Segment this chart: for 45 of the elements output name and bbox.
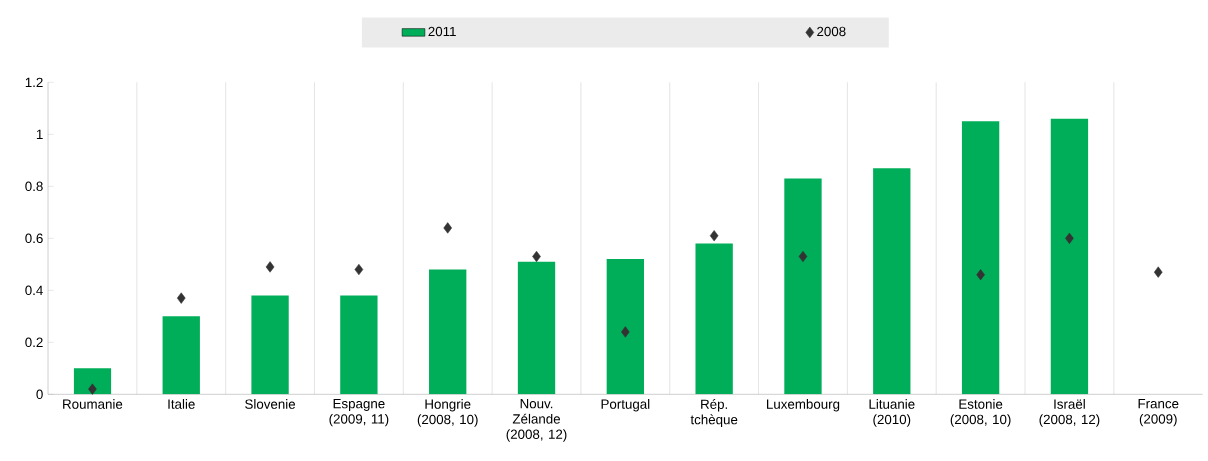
bar [1050,118,1089,395]
y-tick-label: 1 [36,129,43,139]
x-tick-label: Espagne (2009, 11) [329,399,389,427]
bar [73,368,112,395]
point [88,383,97,395]
point [1065,232,1074,244]
x-tick-label: Luxembourg [767,399,840,412]
point [265,261,275,273]
bar [162,316,200,395]
bar [517,261,556,395]
y-tick-label: 0.6 [25,233,43,244]
x-tick-label: France (2009) [1138,399,1179,427]
x-tick-label: Israël (2008, 12) [1039,399,1100,427]
point [709,230,719,242]
x-tick-label: Hongrie (2008, 10) [417,399,478,427]
x-tick-label: Lituanie (2010) [869,399,915,427]
bar [606,259,644,395]
bar [695,243,733,395]
point [354,263,364,276]
x-tick-label: Slovenie [245,399,296,409]
bar [784,178,822,395]
bar [961,121,1000,395]
bar [429,269,467,395]
legend-label: 2008 [817,26,846,37]
point [1153,266,1163,278]
y-tick-label: 1.2 [25,77,43,87]
bar [340,295,378,395]
y-tick-label: 0 [36,389,43,400]
bar [251,295,289,395]
y-tick-label: 0.2 [25,337,43,348]
point [176,292,186,304]
x-tick-label: Italie [168,399,195,409]
legend-label: 2011 [428,26,456,37]
y-tick-label: 0.8 [25,181,43,192]
y-tick-label: 0.4 [25,285,43,296]
x-tick-label: Rép. tchèque [690,399,738,427]
x-tick-label: Roumanie [63,399,123,409]
point [798,250,808,263]
x-tick-label: Estonie (2008, 10) [950,399,1011,427]
point [976,269,985,281]
x-tick-label: Portugal [601,399,650,412]
point [443,222,452,234]
bar [873,168,911,395]
x-tick-label: Nouv. Zélande (2008, 12) [506,399,567,442]
point [621,326,630,338]
